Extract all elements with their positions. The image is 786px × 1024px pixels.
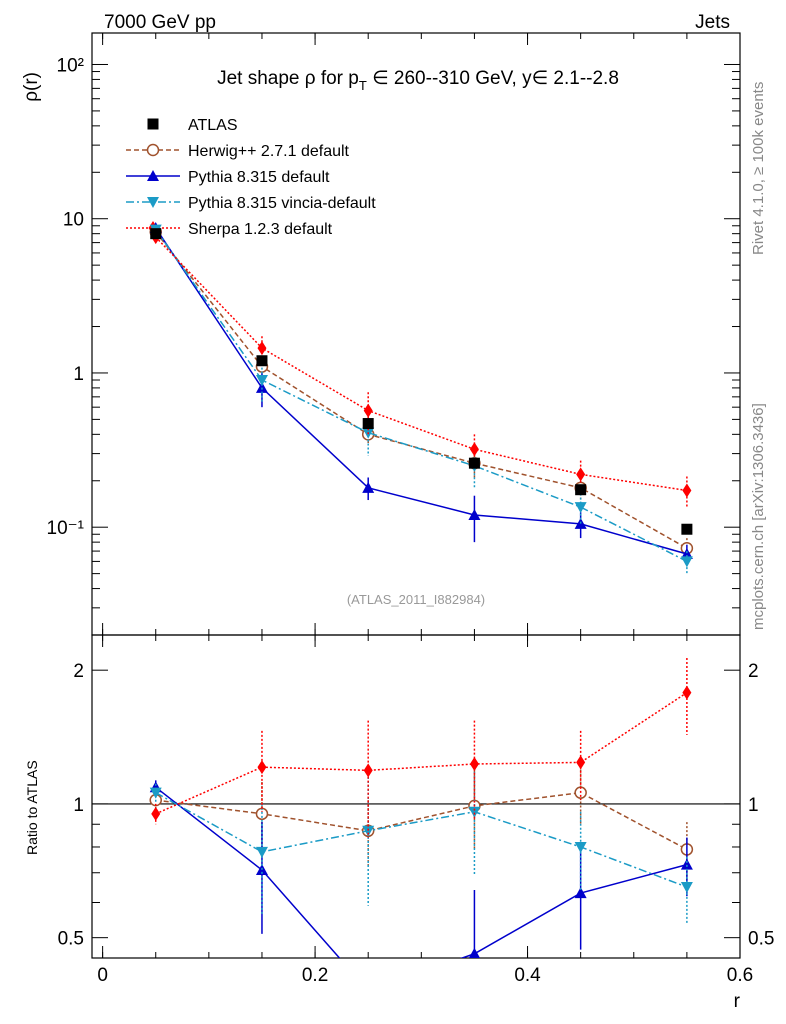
series-1-point [255, 381, 268, 393]
series-2-ratio-point [149, 787, 162, 799]
series-1-main [149, 222, 693, 565]
x-tick-label: 0 [97, 965, 108, 986]
x-tick-label: 0.6 [727, 965, 753, 986]
series-1-ratio-point [680, 858, 693, 870]
legend-label: Pythia 8.315 default [188, 169, 330, 186]
atlas-data-point [362, 418, 374, 430]
series-2-ratio-point [574, 841, 587, 853]
ratio-plot-frame [91, 634, 741, 959]
legend-label: Sherpa 1.2.3 default [188, 221, 333, 238]
series-3-ratio-point [257, 760, 267, 775]
series-3-ratio-point [576, 755, 586, 770]
series-3-point [576, 467, 586, 482]
series-3-point [363, 403, 373, 418]
x-axis-label: r [734, 991, 741, 1012]
series-2-point [680, 556, 693, 568]
legend-marker [146, 143, 160, 157]
chart-title-sub: T [359, 78, 367, 93]
energy-label: 7000 GeV pp [104, 12, 216, 33]
series-2-line [155, 229, 688, 563]
series-3-main [151, 230, 692, 509]
legend-marker [147, 118, 159, 130]
y-tick-label: 10² [57, 55, 84, 76]
process-label: Jets [695, 12, 730, 33]
ratio-tick-label-right: 0.5 [748, 929, 774, 950]
series-2-ratio-point [255, 846, 268, 858]
x-tick-label: 0.2 [302, 965, 328, 986]
series-0-ratio-line [155, 791, 688, 851]
legend-label: Herwig++ 2.7.1 default [188, 143, 350, 160]
series-1-ratio-point [468, 947, 481, 958]
atlas-data-point [575, 484, 587, 496]
series-1-point [362, 481, 375, 493]
atlas-data-point [256, 355, 268, 367]
series-2-ratio-point [362, 825, 375, 837]
y-axis-label: ρ(r) [21, 72, 42, 102]
atlas-data-point [468, 457, 480, 469]
ratio-tick-label: 1 [73, 795, 84, 816]
series-2-ratio [149, 763, 693, 923]
legend-marker [147, 197, 159, 208]
series-0-ratio [149, 765, 694, 882]
series-2-ratio-point [468, 806, 481, 818]
x-tick-label: 0.4 [514, 965, 541, 986]
ratio-tick-label: 0.5 [58, 929, 84, 950]
series-3-point [682, 483, 692, 498]
series-0-main [149, 225, 694, 561]
legend: ATLAS Herwig++ 2.7.1 default Pythia 8.315 … [126, 117, 376, 238]
y-tick-label: 1 [73, 364, 84, 385]
series-3-point [257, 341, 267, 356]
legend-marker [147, 170, 159, 181]
atlas-data [150, 228, 693, 535]
series-2-point [255, 375, 268, 387]
series-3-ratio-point [469, 756, 479, 771]
ratio-tick-label-right: 1 [748, 795, 759, 816]
series-2-main [149, 224, 693, 574]
series-3-point [469, 442, 479, 457]
series-3-ratio [151, 658, 692, 838]
analysis-label: (ATLAS_2011_I882984) [347, 592, 485, 607]
mcplots-label: mcplots.cern.ch [arXiv:1306.3436] [750, 403, 767, 630]
y-tick-label: 10⁻¹ [47, 518, 85, 539]
series-3-line [155, 236, 687, 492]
series-1-line [155, 227, 688, 555]
series-1-ratio [149, 780, 693, 996]
series-2-ratio-point [680, 882, 693, 894]
series-1-point [468, 508, 481, 520]
series-1-ratio-point [362, 985, 374, 996]
series-3-ratio-point [151, 806, 161, 821]
atlas-data-point [681, 523, 693, 535]
series-2-ratio-line [155, 792, 688, 888]
ratio-tick-label-right: 2 [748, 661, 759, 682]
legend-label: Pythia 8.315 vincia-default [188, 195, 376, 212]
ratio-y-axis-label: Ratio to ATLAS [24, 760, 40, 855]
series-1-point [680, 548, 693, 560]
atlas-data-point [150, 228, 162, 240]
y-tick-label: 10 [63, 210, 84, 231]
chart-title: Jet shape ρ for pT ∈ 260--310 GeV, y∈ 2.… [217, 68, 619, 93]
series-3-ratio-point [682, 685, 692, 700]
chart-title-suffix: ∈ 260--310 GeV, y∈ 2.1--2.8 [367, 68, 619, 89]
series-2-point [574, 502, 587, 514]
chart-title-prefix: Jet shape ρ for p [217, 68, 359, 89]
series-1-ratio-line [155, 786, 688, 958]
series-3-ratio-point [363, 763, 373, 778]
series-3-ratio-line [155, 692, 688, 815]
legend-label: ATLAS [188, 117, 238, 134]
rivet-label: Rivet 4.1.0, ≥ 100k events [750, 82, 767, 255]
series-1-ratio-point [574, 887, 587, 899]
ratio-tick-label: 2 [73, 661, 84, 682]
